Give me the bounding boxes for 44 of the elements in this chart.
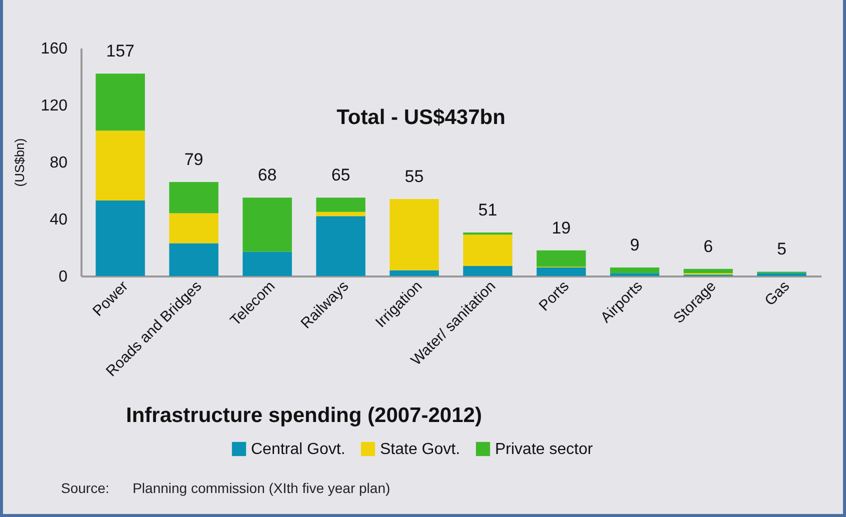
annotation: 55 [404, 167, 424, 186]
y-tick-label: 40 [50, 212, 68, 228]
bar [536, 250, 586, 267]
bar [610, 267, 660, 274]
annotation: 51 [478, 200, 498, 220]
bar [390, 270, 439, 276]
bar [536, 267, 586, 276]
bar [316, 198, 366, 212]
annotation: 5 [776, 240, 786, 259]
annotation: 68 [258, 166, 277, 185]
annotation: 9 [630, 235, 640, 254]
bar [242, 198, 292, 252]
bar [96, 74, 145, 131]
y-tick-label: 120 [40, 98, 68, 114]
annotation: 19 [552, 218, 571, 238]
bar [96, 200, 145, 276]
bar [169, 243, 218, 276]
y-tick-label: 80 [50, 154, 68, 172]
bar [757, 273, 806, 276]
bar [463, 266, 512, 276]
bar [316, 212, 366, 216]
bar [169, 182, 218, 214]
legend-label: Private sector [495, 441, 594, 458]
bar [242, 252, 292, 276]
legend-label: State Govt. [380, 441, 460, 458]
bar [610, 273, 660, 276]
bar [390, 199, 439, 270]
bar [316, 216, 366, 276]
text: Infrastructure spending (2007-2012) [126, 404, 482, 427]
y-tick-label: 0 [58, 268, 68, 286]
y-tick-label: 160 [40, 40, 68, 58]
source-note: Source: Planning commission (XIth five year plan) [61, 480, 390, 496]
bar [169, 213, 218, 244]
legend-label: Central Govt. [251, 441, 346, 458]
x-tick-label: Gas [762, 278, 793, 310]
annotation: 6 [703, 236, 713, 256]
bar [96, 130, 145, 200]
annotation: Total - US$437bn [336, 106, 506, 129]
bar [463, 234, 512, 266]
annotation: 79 [184, 150, 204, 169]
annotation: 65 [331, 166, 350, 185]
annotation: 157 [106, 42, 134, 61]
bar [684, 268, 733, 274]
y-axis-title: (US$bn) [12, 138, 27, 187]
